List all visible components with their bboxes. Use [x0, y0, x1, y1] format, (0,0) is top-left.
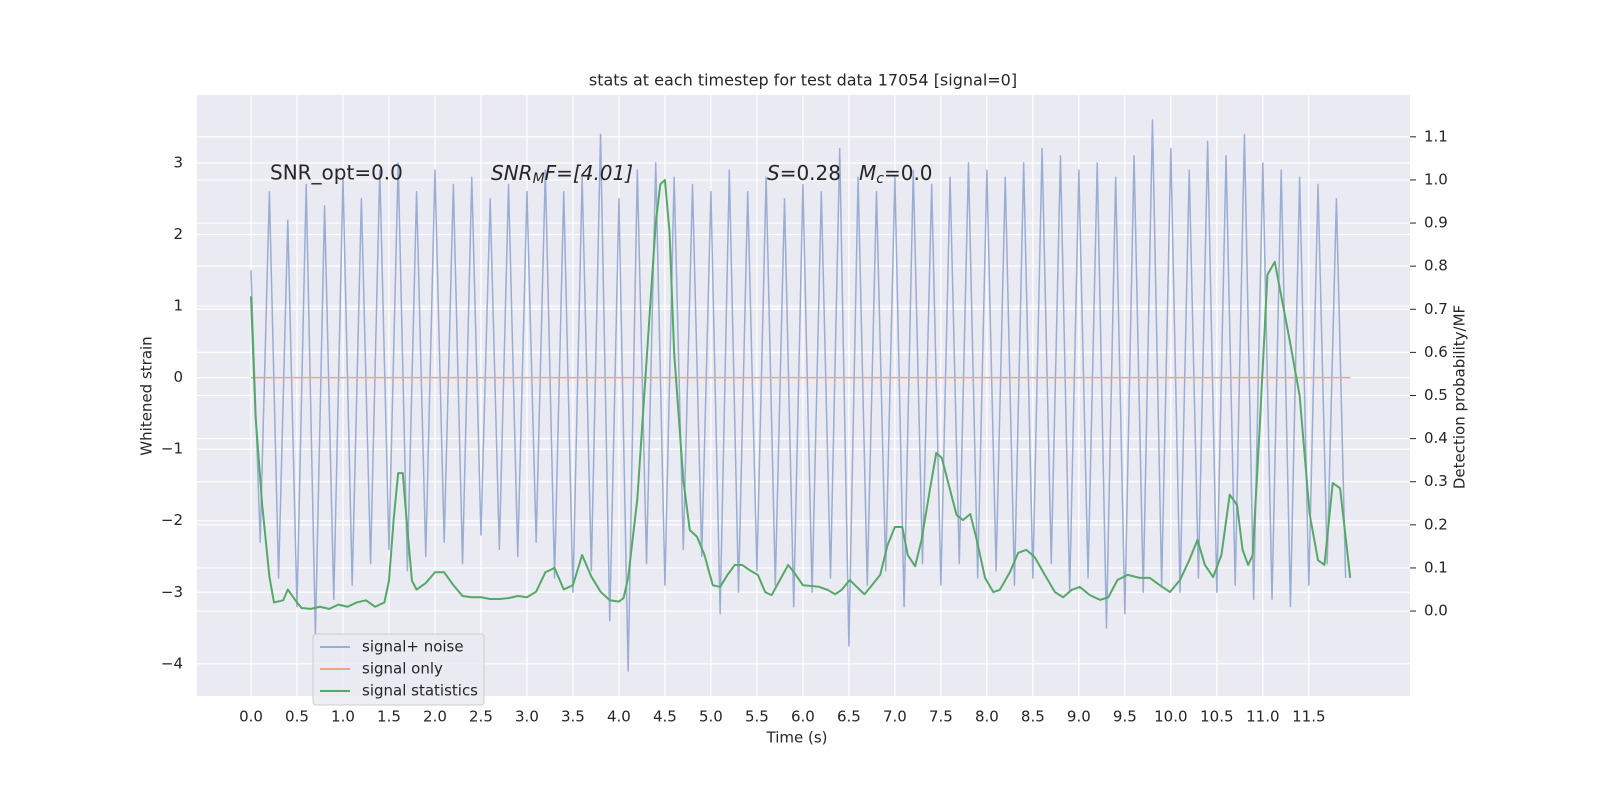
annotation-part: =0.28 — [780, 161, 841, 185]
y-tick-label: −1 — [161, 440, 183, 458]
x-tick-label: 4.0 — [607, 708, 631, 726]
y2-axis-label: Detection probability/MF — [1451, 305, 1469, 489]
x-tick-label: 3.5 — [561, 708, 585, 726]
series-line — [249, 178, 1352, 610]
x-tick-label: 1.5 — [377, 708, 401, 726]
x-tick-label: 11.5 — [1292, 708, 1325, 726]
y2-tick-label: 0.7 — [1424, 300, 1448, 318]
y-tick-label: −4 — [161, 654, 183, 672]
x-tick-label: 8.0 — [975, 708, 999, 726]
annotation: SNR_opt=0.0 — [270, 161, 403, 185]
y2-tick-label: 1.1 — [1424, 127, 1448, 145]
y-tick-label: −3 — [161, 583, 183, 601]
y2-tick-label: 0.0 — [1424, 602, 1448, 620]
legend-box — [312, 633, 485, 706]
x-tick-label: 2.5 — [469, 708, 493, 726]
x-tick-label: 10.5 — [1200, 708, 1233, 726]
y2-tick-label: 0.8 — [1424, 257, 1448, 275]
y-tick-label: −2 — [161, 511, 183, 529]
y-tick-label: 1 — [173, 297, 183, 315]
legend-label: signal+ noise — [362, 638, 464, 656]
x-tick-label: 9.0 — [1067, 708, 1091, 726]
x-tick-label: 11.0 — [1246, 708, 1279, 726]
x-tick-label: 0.0 — [239, 708, 263, 726]
x-tick-label: 3.0 — [515, 708, 539, 726]
series-line — [250, 119, 1347, 672]
x-tick-label: 0.5 — [285, 708, 309, 726]
y2-tick-label: 0.3 — [1424, 472, 1448, 490]
annotation: Mc=0.0 — [859, 161, 933, 188]
legend: signal+ noise signal only signal statistic… — [312, 633, 485, 706]
y2-tick-label: 0.5 — [1424, 386, 1448, 404]
legend-label: signal only — [362, 660, 443, 678]
x-axis-label: Time (s) — [766, 729, 828, 747]
x-tick-label: 7.0 — [883, 708, 907, 726]
annotation-part: S — [767, 161, 780, 185]
x-tick-label: 5.5 — [745, 708, 769, 726]
x-tick-label: 6.0 — [791, 708, 815, 726]
annotation-part: c — [876, 171, 884, 187]
annotation: SNRMF=[4.01] — [491, 161, 633, 188]
annotation: S=0.28 — [767, 161, 841, 185]
y2-tick-label: 1.0 — [1424, 170, 1448, 188]
y-tick-label: 3 — [173, 153, 183, 171]
y-tick-label: 2 — [173, 225, 183, 243]
x-tick-label: 8.5 — [1021, 708, 1045, 726]
annotation-part: F=[4.01] — [545, 161, 633, 185]
x-tick-label: 2.0 — [423, 708, 447, 726]
y2-tick-label: 0.6 — [1424, 343, 1448, 361]
x-tick-label: 10.0 — [1154, 708, 1187, 726]
y2-tick-label: 0.1 — [1424, 558, 1448, 576]
y2-tick-label: 0.9 — [1424, 214, 1448, 232]
x-tick-label: 7.5 — [929, 708, 953, 726]
x-tick-label: 4.5 — [653, 708, 677, 726]
annotation-part: =0.0 — [884, 161, 933, 185]
legend-label: signal statistics — [362, 682, 478, 700]
annotation-part: SNR — [491, 161, 533, 185]
x-tick-label: 1.0 — [331, 708, 355, 726]
chart-title: stats at each timestep for test data 170… — [589, 71, 1017, 90]
marks — [249, 119, 1352, 672]
x-tick-label: 6.5 — [837, 708, 861, 726]
x-tick-label: 9.5 — [1113, 708, 1137, 726]
ticks: 0.0 0.5 1.0 1.5 2.0 2.5 3.0 3.5 4.0 4.5 5.0 5.5 6.0 6… — [161, 127, 1448, 725]
y-axis-label: Whitened strain — [138, 336, 156, 455]
y2-tick-label: 0.2 — [1424, 515, 1448, 533]
annotation-part: M — [859, 161, 876, 185]
y-tick-label: 0 — [173, 368, 183, 386]
y2-tick-label: 0.4 — [1424, 429, 1448, 447]
x-tick-label: 5.0 — [699, 708, 723, 726]
annotation-part: M — [533, 171, 545, 187]
